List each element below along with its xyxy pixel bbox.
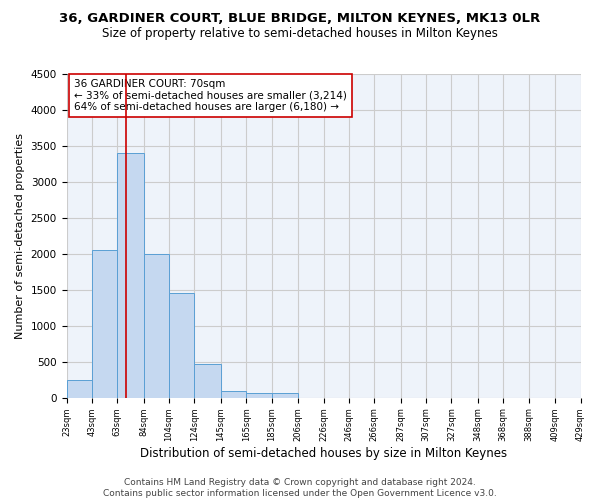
X-axis label: Distribution of semi-detached houses by size in Milton Keynes: Distribution of semi-detached houses by … bbox=[140, 447, 507, 460]
Text: Size of property relative to semi-detached houses in Milton Keynes: Size of property relative to semi-detach… bbox=[102, 28, 498, 40]
Bar bbox=[117, 153, 144, 398]
Bar bbox=[169, 294, 194, 398]
Bar bbox=[92, 250, 117, 398]
Bar bbox=[221, 390, 246, 398]
Text: 36 GARDINER COURT: 70sqm
← 33% of semi-detached houses are smaller (3,214)
64% o: 36 GARDINER COURT: 70sqm ← 33% of semi-d… bbox=[74, 79, 347, 112]
Y-axis label: Number of semi-detached properties: Number of semi-detached properties bbox=[15, 133, 25, 339]
Bar bbox=[67, 380, 92, 398]
Bar bbox=[194, 364, 221, 398]
Bar bbox=[246, 394, 272, 398]
Text: Contains HM Land Registry data © Crown copyright and database right 2024.
Contai: Contains HM Land Registry data © Crown c… bbox=[103, 478, 497, 498]
Text: 36, GARDINER COURT, BLUE BRIDGE, MILTON KEYNES, MK13 0LR: 36, GARDINER COURT, BLUE BRIDGE, MILTON … bbox=[59, 12, 541, 26]
Bar bbox=[272, 394, 298, 398]
Bar bbox=[144, 254, 169, 398]
